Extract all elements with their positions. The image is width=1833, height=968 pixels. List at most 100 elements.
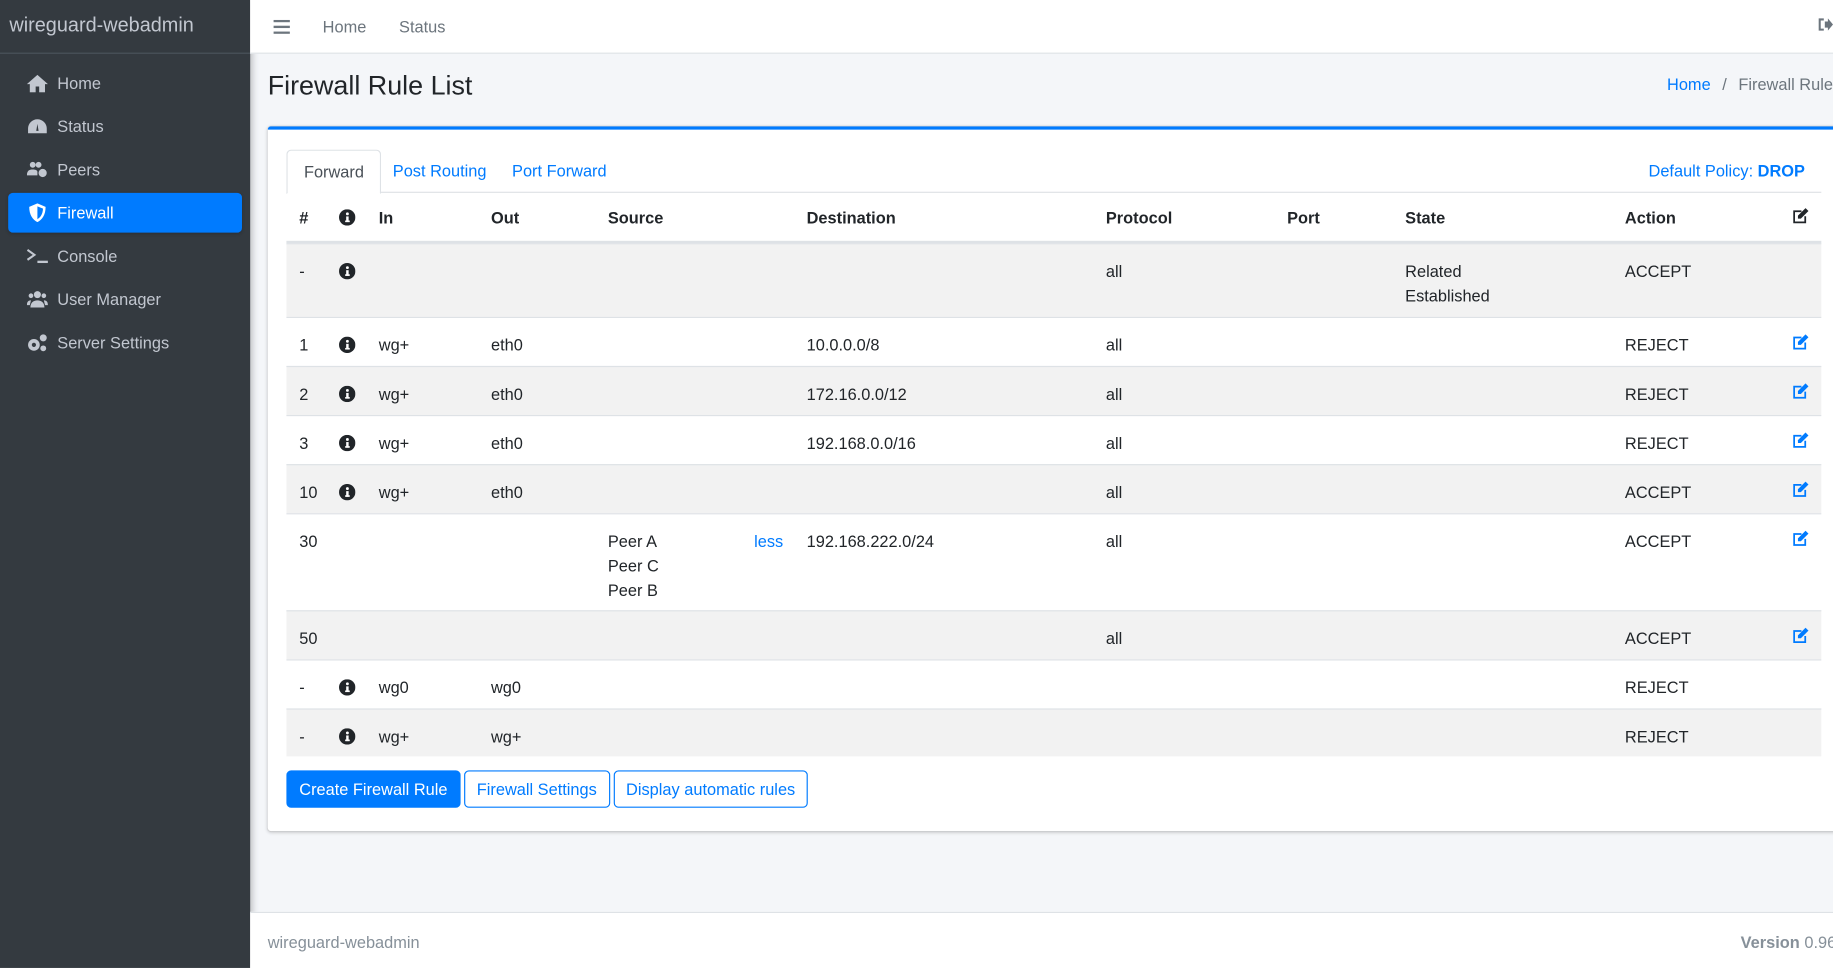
rule-source (608, 260, 807, 317)
brand-link[interactable]: wireguard-webadmin (0, 0, 251, 54)
sidebar-item-firewall[interactable]: Firewall (8, 192, 242, 233)
rule-protocol: all (1106, 260, 1287, 317)
tab-port-forward[interactable]: Port Forward (512, 161, 607, 181)
table-row: - wg+ wg+ REJECT (286, 708, 1822, 757)
info-icon[interactable] (339, 679, 356, 696)
rule-state (1405, 382, 1625, 415)
rule-state (1405, 530, 1625, 611)
sidebar-item-status[interactable]: Status (8, 106, 242, 146)
version-value: 0.960 (1804, 932, 1833, 952)
home-icon (26, 74, 48, 93)
rule-number-text: 30 (299, 531, 318, 551)
menu-icon[interactable] (273, 19, 290, 34)
rule-in (379, 627, 491, 660)
less-link[interactable]: less (754, 531, 784, 551)
out-text: eth0 (490, 433, 523, 453)
rule-number-text: - (299, 261, 305, 281)
destination-text: 192.168.222.0/24 (806, 531, 935, 551)
table-row: 10 wg+ eth0 all ACCEPT (286, 464, 1822, 514)
info-icon[interactable] (339, 263, 356, 280)
edit-icon[interactable] (1791, 480, 1810, 499)
sidebar-item-home[interactable]: Home (8, 63, 242, 103)
topbar-link-home[interactable]: Home (322, 16, 367, 36)
in-text: wg+ (378, 727, 410, 746)
rule-protocol (1106, 676, 1287, 709)
protocol-text: all (1105, 335, 1123, 355)
col-info (339, 208, 379, 227)
edit-icon[interactable] (1791, 530, 1810, 549)
sidebar-item-user-manager[interactable]: User Manager (8, 279, 242, 319)
display-automatic-rules-button[interactable]: Display automatic rules (613, 770, 809, 808)
rule-port (1287, 725, 1405, 757)
rule-port (1287, 530, 1405, 611)
tab-forward[interactable]: Forward (286, 149, 382, 195)
rule-port (1287, 260, 1405, 317)
edit-icon[interactable] (1791, 627, 1810, 646)
rule-in: wg0 (379, 676, 491, 709)
sidebar-item-server-settings[interactable]: Server Settings (8, 323, 242, 363)
rule-in (379, 260, 491, 317)
rule-number-text: 50 (299, 628, 318, 648)
edit-icon[interactable] (1791, 382, 1810, 401)
rule-edit (1791, 382, 1821, 415)
in-text: wg+ (378, 335, 410, 355)
rule-info (339, 260, 379, 317)
rule-protocol: all (1106, 382, 1287, 415)
in-text: wg+ (378, 482, 410, 502)
rule-action: ACCEPT (1625, 260, 1791, 317)
rule-state (1405, 676, 1625, 709)
sidebar-item-peers[interactable]: Peers (8, 150, 242, 190)
rule-action: REJECT (1625, 676, 1791, 709)
rule-action: ACCEPT (1625, 627, 1791, 660)
action-text: REJECT (1624, 335, 1689, 355)
terminal-icon (26, 248, 48, 264)
info-icon[interactable] (339, 728, 356, 745)
rule-destination (807, 480, 1106, 513)
rule-in: wg+ (379, 480, 491, 513)
action-text: ACCEPT (1624, 531, 1692, 551)
tab-post-routing[interactable]: Post Routing (392, 161, 487, 181)
cogs-icon (28, 334, 47, 352)
firewall-settings-button[interactable]: Firewall Settings (463, 770, 610, 808)
rule-out (491, 260, 608, 317)
rule-in: wg+ (379, 725, 491, 757)
rule-info (339, 725, 379, 757)
protocol-text: all (1105, 384, 1123, 404)
rule-source (608, 676, 807, 709)
breadcrumb: Home / Firewall Rule List (1667, 75, 1833, 94)
table-row: 50 all ACCEPT (286, 610, 1822, 660)
col-destination: Destination (806, 208, 896, 227)
info-icon[interactable] (339, 336, 356, 354)
rule-protocol: all (1106, 480, 1287, 513)
rule-action: REJECT (1625, 382, 1791, 415)
info-icon[interactable] (339, 385, 356, 403)
sidebar-item-label: Status (57, 116, 104, 136)
rule-number-text: - (299, 727, 305, 746)
users-cog-icon (26, 161, 47, 178)
rule-number: 30 (299, 530, 339, 611)
sidebar-nav: Home Status Peers Firewall Console User Manag… (0, 54, 250, 375)
edit-icon[interactable] (1791, 206, 1810, 225)
firewall-card: Forward Post Routing Port Forward Defaul… (267, 126, 1833, 832)
rule-number-text: 3 (299, 433, 309, 453)
firewall-rule-table: # In Out Source Destination Protocol Por… (286, 194, 1822, 757)
default-policy[interactable]: Default Policy: DROP (1649, 150, 1805, 192)
rule-edit (1791, 480, 1821, 513)
breadcrumb-home[interactable]: Home (1667, 74, 1711, 94)
sign-out-icon[interactable] (1817, 16, 1833, 32)
rule-info (339, 676, 379, 709)
page-title: Firewall Rule List (267, 70, 473, 101)
rule-out: eth0 (491, 480, 608, 513)
rule-state (1405, 333, 1625, 366)
footer-brand: wireguard-webadmin (267, 932, 420, 952)
create-firewall-rule-button[interactable]: Create Firewall Rule (286, 770, 461, 808)
info-icon[interactable] (339, 434, 356, 452)
edit-icon[interactable] (1791, 333, 1810, 352)
sidebar-item-console[interactable]: Console (8, 236, 242, 276)
users-icon (26, 291, 48, 308)
topbar-link-status[interactable]: Status (399, 16, 446, 36)
rule-state (1405, 480, 1625, 513)
info-icon[interactable] (339, 483, 356, 501)
rule-number: - (299, 725, 339, 757)
edit-icon[interactable] (1791, 431, 1810, 450)
